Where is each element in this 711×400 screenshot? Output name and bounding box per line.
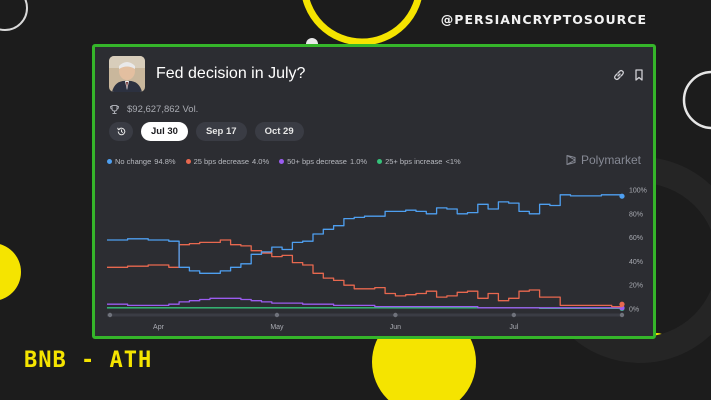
trophy-icon [110, 104, 119, 114]
history-icon [116, 127, 125, 136]
series-line-2 [107, 297, 622, 309]
market-card: Fed decision in July? $92,627,862 Vol. J… [92, 44, 656, 339]
legend-name: 25 bps decrease [193, 157, 250, 166]
legend-value: 1.0% [349, 157, 368, 166]
history-button[interactable] [109, 122, 133, 141]
x-tick-label: Jun [390, 324, 401, 331]
x-axis-marker [619, 312, 625, 318]
legend-name: No change [115, 157, 152, 166]
series-end-point [619, 301, 625, 307]
legend-item-25bps-increase: 25+ bps increase <1% [377, 157, 461, 166]
series-line-1 [107, 239, 623, 308]
link-icon[interactable] [612, 68, 626, 82]
legend-item-no-change: No change 94.8% [107, 157, 176, 166]
legend-name: 25+ bps increase [385, 157, 443, 166]
bg-ring-right [682, 70, 711, 130]
source-handle: @PERSIANCRYPTOSOURCE [440, 12, 647, 27]
volume-label: $92,627,862 Vol. [127, 103, 199, 115]
x-axis-marker [511, 312, 517, 318]
bg-dot-left [0, 244, 21, 300]
y-tick-label: 0% [629, 307, 639, 314]
avatar [109, 56, 145, 92]
x-tick-label: Jul [509, 324, 518, 331]
volume-row: $92,627,862 Vol. [109, 102, 198, 116]
bookmark-icon[interactable] [632, 68, 646, 82]
caption-text: BNB - ATH [24, 348, 153, 373]
chart-legend: No change 94.8% 25 bps decrease 4.0% 50+… [107, 157, 461, 166]
y-tick-label: 40% [629, 259, 643, 266]
legend-item-25bps-decrease: 25 bps decrease 4.0% [185, 157, 270, 166]
bg-ring-top-center [302, 0, 422, 46]
series-end-point [619, 193, 625, 199]
tab-jul-30[interactable]: Jul 30 [141, 122, 188, 141]
polymarket-logo-icon [566, 155, 576, 165]
legend-dot [279, 159, 285, 164]
legend-dot [377, 159, 383, 164]
y-tick-label: 20% [629, 283, 643, 290]
legend-dot [107, 159, 112, 164]
legend-dot [185, 159, 191, 164]
legend-item-50bps-decrease: 50+ bps decrease 1.0% [279, 157, 367, 166]
x-axis-marker [107, 312, 113, 318]
x-axis-marker [393, 312, 398, 318]
x-tick-label: May [270, 324, 284, 331]
market-title: Fed decision in July? [156, 65, 306, 82]
tab-oct-29[interactable]: Oct 29 [254, 122, 304, 141]
x-tick-label: Apr [153, 324, 165, 331]
brand-label: Polymarket [580, 153, 641, 167]
x-axis-marker [274, 312, 280, 318]
y-tick-label: 60% [629, 235, 643, 242]
series-line-0 [107, 194, 623, 274]
probability-chart: 0% 20% 40% 60% 80% 100% Apr May Jun Jul [107, 188, 647, 331]
date-tabs: Jul 30 Sep 17 Oct 29 [109, 122, 304, 141]
legend-value: 94.8% [154, 157, 176, 166]
tab-sep-17[interactable]: Sep 17 [195, 122, 247, 141]
polymarket-brand: Polymarket [565, 153, 641, 167]
y-tick-label: 80% [629, 211, 643, 218]
legend-value: 4.0% [252, 157, 270, 166]
legend-name: 50+ bps decrease [287, 157, 347, 166]
legend-value: <1% [445, 157, 461, 166]
bg-ring-top-left [0, 0, 28, 31]
y-tick-label: 100% [629, 188, 647, 195]
